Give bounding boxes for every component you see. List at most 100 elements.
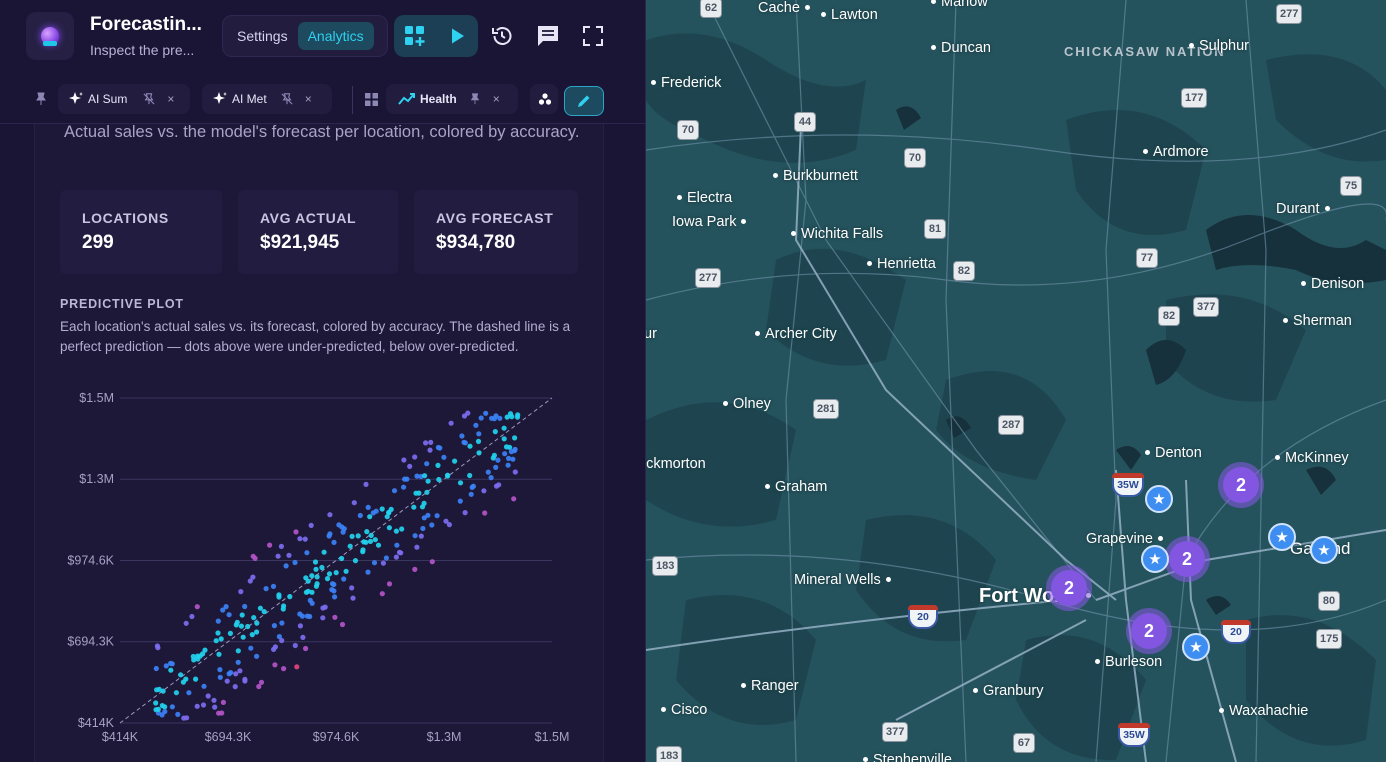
scatter-point [437, 445, 443, 451]
add-widget-button[interactable] [394, 15, 436, 57]
scatter-point [224, 678, 230, 684]
scatter-point [352, 558, 359, 564]
scatter-point [436, 476, 442, 483]
stat-card-avg-forecast: AVG FORECAST $934,780 [414, 190, 578, 274]
scatter-point [401, 484, 407, 490]
store-pin-icon[interactable]: ★ [1182, 633, 1210, 661]
fullscreen-button[interactable] [575, 15, 611, 57]
scatter-point [226, 612, 232, 618]
scatter-point [360, 549, 366, 555]
highway-shield: 183 [652, 556, 679, 576]
map-cluster[interactable]: 2 [1126, 608, 1172, 654]
highway-shield: 277 [695, 268, 722, 288]
scatter-point [227, 630, 233, 636]
scatter-point [183, 676, 189, 682]
scatter-point [510, 456, 516, 462]
highway-shield: 82 [953, 261, 975, 281]
place-label: Stephenville [858, 752, 952, 762]
tab-settings[interactable]: Settings [237, 28, 288, 44]
scatter-point [488, 475, 494, 481]
scatter-point [233, 671, 239, 677]
scatter-point [153, 700, 159, 706]
map-view[interactable]: CHICKASAW NATION Cache Lawton Marlow Dun… [646, 0, 1386, 762]
chip-ai-metrics[interactable]: AI Met × [202, 84, 332, 114]
run-button[interactable] [436, 15, 478, 57]
scatter-dots-icon [538, 93, 552, 105]
chip-ai-summary[interactable]: AI Sum × [58, 84, 190, 114]
scatter-point [270, 583, 277, 589]
scatter-point [309, 589, 315, 595]
comments-button[interactable] [530, 15, 566, 57]
scatter-point [292, 559, 298, 566]
edit-button[interactable] [564, 86, 604, 116]
close-icon[interactable]: × [304, 92, 312, 106]
scatter-point [482, 510, 488, 516]
scatter-point [497, 415, 503, 421]
scatter-point [476, 450, 482, 456]
scatter-point [448, 420, 454, 426]
highway-shield: 70 [904, 148, 926, 168]
pin-icon[interactable] [469, 93, 481, 105]
chip-health[interactable]: Health × [386, 84, 518, 114]
scatter-point [292, 642, 298, 649]
store-pin-icon[interactable]: ★ [1310, 536, 1338, 564]
scatter-point [372, 537, 378, 543]
scatter-point [191, 657, 197, 663]
scatter-point [252, 555, 258, 561]
close-icon[interactable]: × [167, 92, 175, 106]
map-cluster[interactable]: 2 [1218, 462, 1264, 508]
scatter-point [168, 667, 174, 673]
scatter-point [271, 623, 277, 629]
scatter-point [481, 488, 487, 494]
scatter-point [452, 458, 458, 464]
scatter-point [202, 647, 208, 653]
scatter-point [379, 506, 385, 512]
scatter-point [418, 533, 424, 539]
close-icon[interactable]: × [492, 92, 500, 106]
chip-label: AI Sum [88, 92, 128, 106]
store-pin-icon[interactable]: ★ [1145, 485, 1173, 513]
unpin-icon[interactable] [143, 93, 155, 105]
place-label: Duncan [926, 40, 991, 56]
stat-card-locations: LOCATIONS 299 [60, 190, 222, 274]
store-pin-icon[interactable]: ★ [1268, 523, 1296, 551]
scatter-point [368, 532, 374, 538]
highway-shield: 377 [1193, 297, 1220, 317]
map-cluster[interactable]: 2 [1046, 565, 1092, 611]
scatter-point [357, 512, 363, 519]
place-label: Iowa Park [672, 214, 751, 230]
scatter-point [263, 586, 269, 592]
scatter-point [476, 431, 482, 437]
scatter-point [254, 629, 260, 635]
scatter-point [379, 591, 385, 597]
stat-value: $921,945 [260, 232, 340, 253]
scatter-point [511, 496, 517, 502]
place-label: Granbury [968, 683, 1043, 699]
tab-analytics[interactable]: Analytics [297, 22, 374, 50]
scatter-point [281, 666, 287, 672]
scatter-point [424, 461, 430, 467]
scatter-point [162, 708, 168, 715]
map-cluster[interactable]: 2 [1164, 536, 1210, 582]
scatter-point [237, 668, 243, 674]
scatter-point [384, 514, 390, 520]
scatter-point [257, 605, 263, 611]
dashboard-icon[interactable] [365, 93, 378, 106]
scatter-point [364, 529, 370, 535]
place-label: McKinney [1270, 450, 1349, 466]
crystal-ball-icon [41, 27, 59, 45]
chip-overflow[interactable] [530, 84, 558, 114]
scatter-point [235, 659, 241, 665]
store-pin-icon[interactable]: ★ [1141, 545, 1169, 573]
history-button[interactable] [484, 15, 520, 57]
grid-add-icon [405, 26, 425, 46]
scatter-point [386, 581, 393, 587]
place-label: Ranger [736, 678, 799, 694]
y-tick-label: $1.5M [79, 391, 114, 405]
scatter-point [394, 542, 400, 548]
highway-shield: 277 [1276, 4, 1303, 24]
scatter-point [365, 569, 371, 575]
scatter-point [331, 588, 337, 594]
scatter-point [220, 699, 226, 705]
unpin-icon[interactable] [281, 93, 293, 105]
